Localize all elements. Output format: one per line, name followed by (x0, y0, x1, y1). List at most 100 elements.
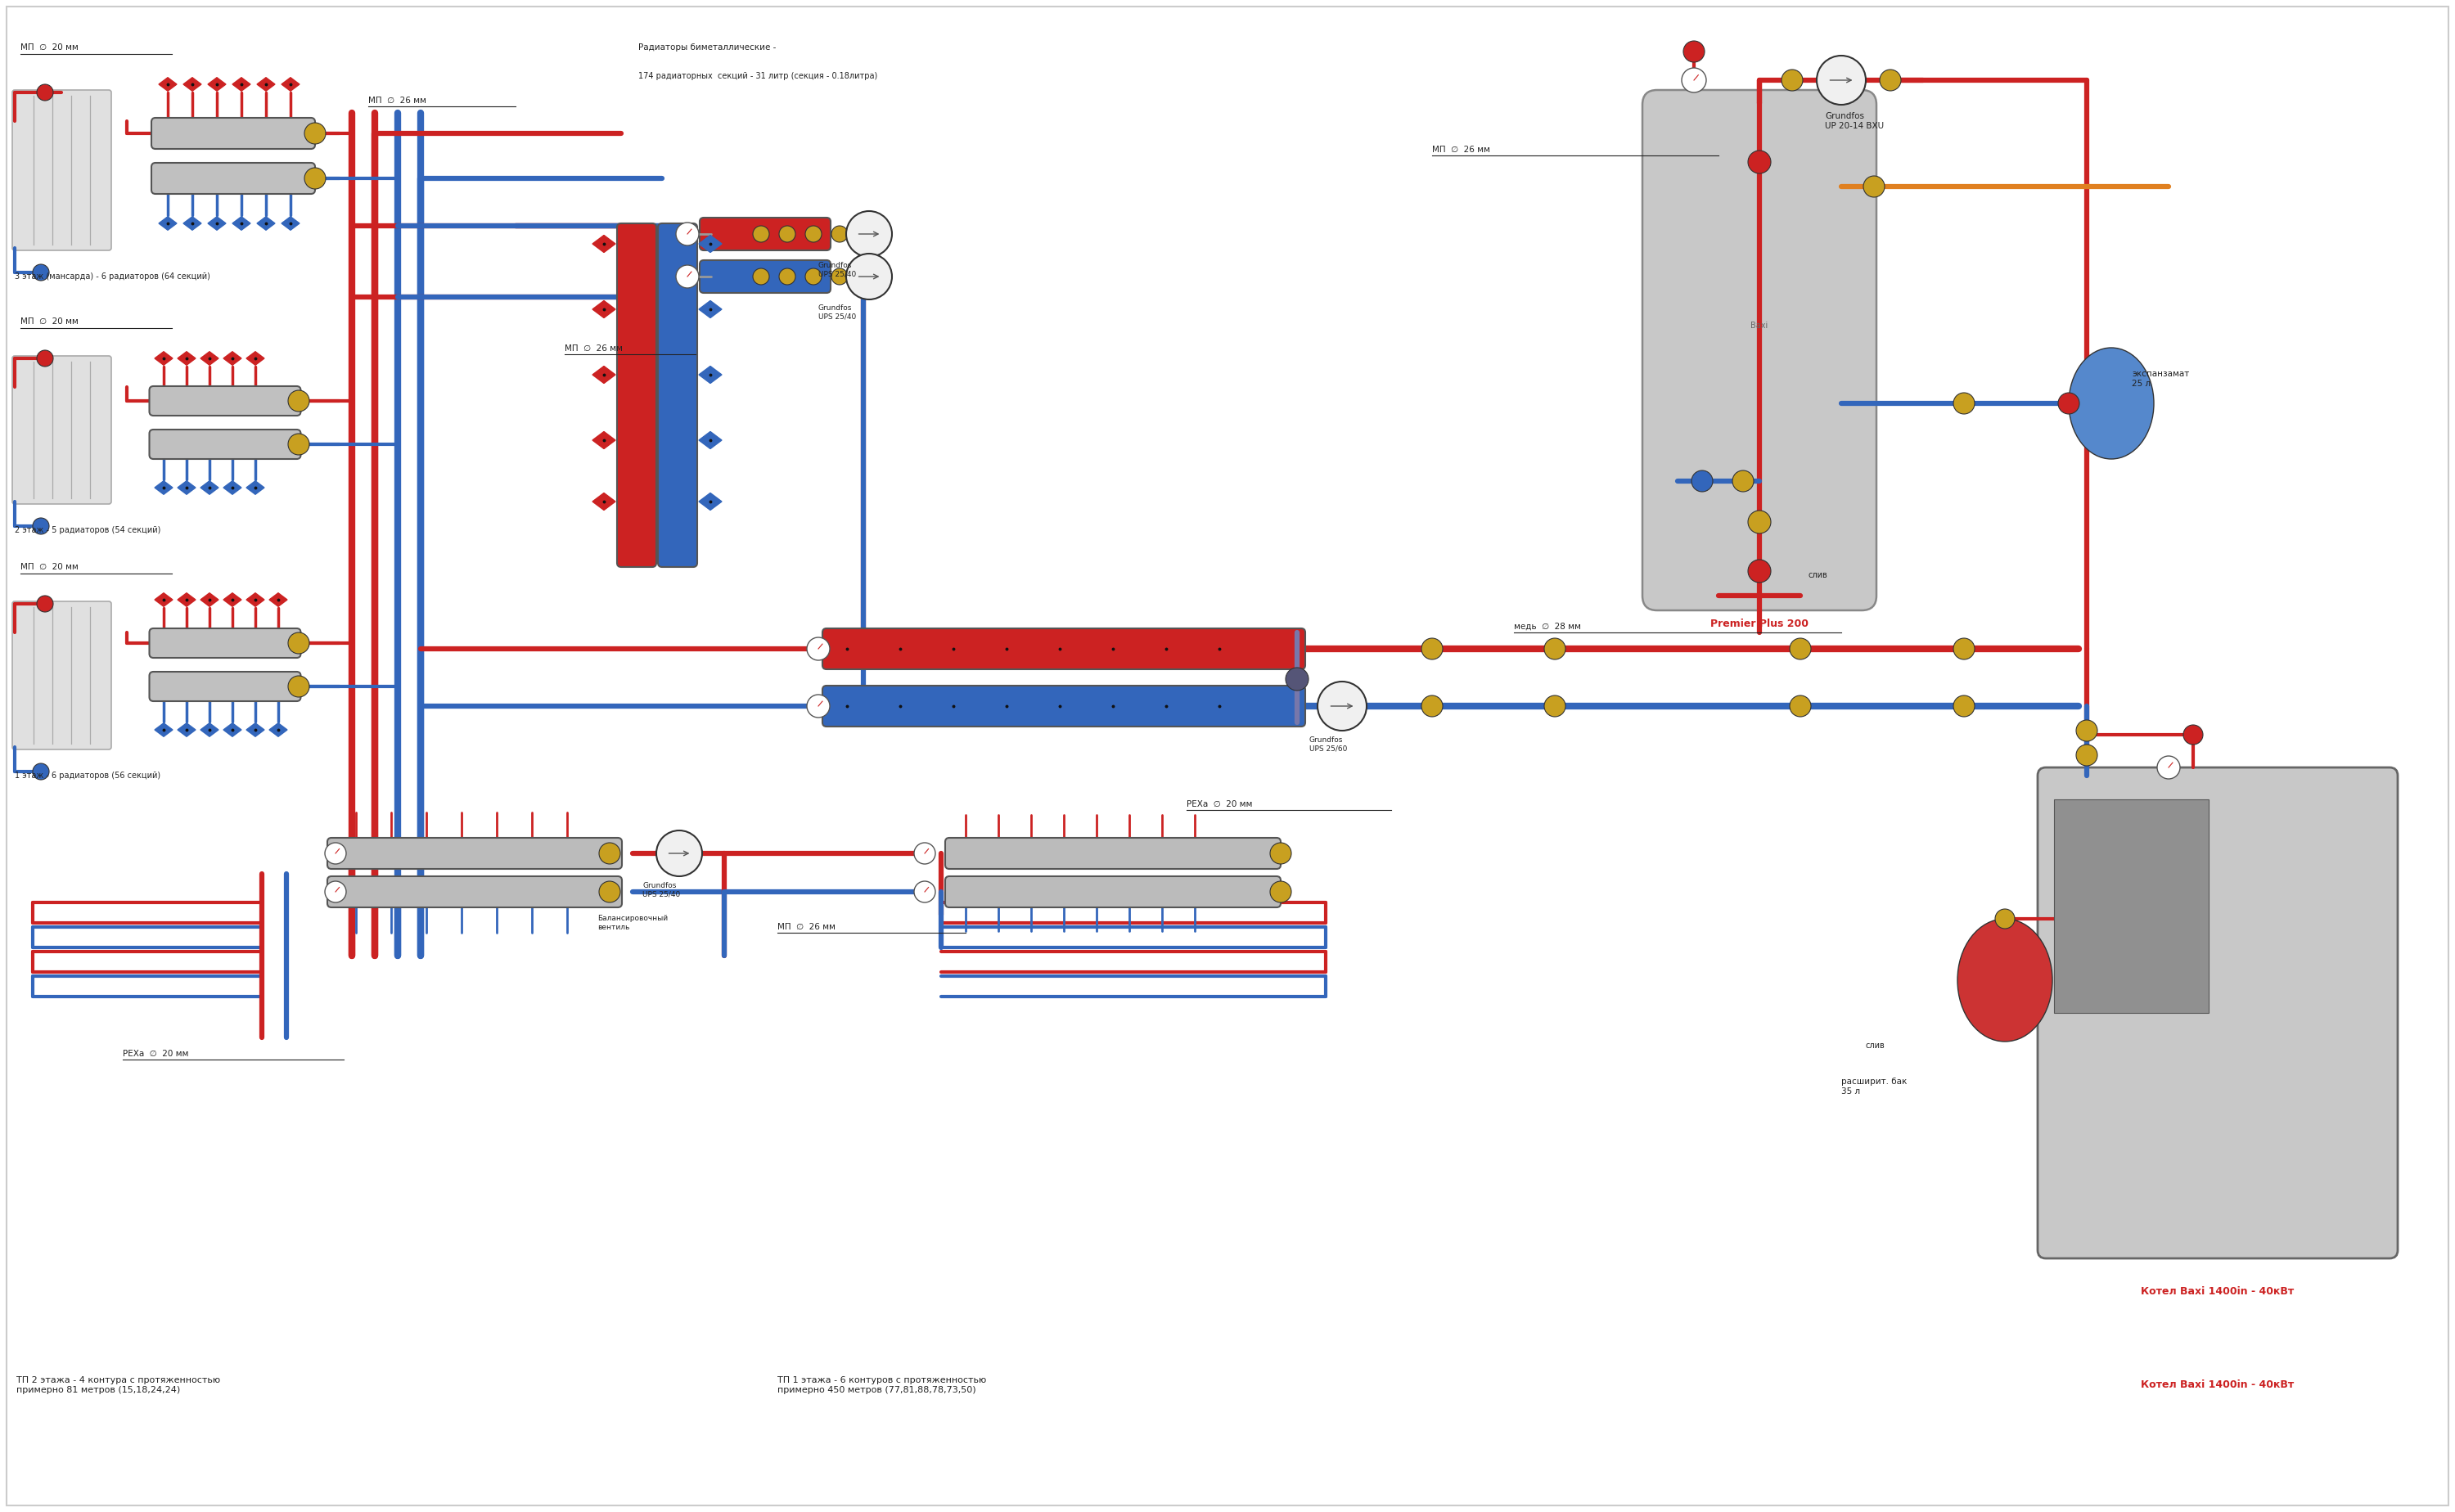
Circle shape (1790, 638, 1812, 659)
Polygon shape (604, 236, 616, 253)
Polygon shape (187, 352, 196, 364)
FancyBboxPatch shape (700, 260, 830, 293)
Polygon shape (255, 723, 265, 736)
Polygon shape (209, 723, 218, 736)
Circle shape (805, 268, 822, 284)
Polygon shape (1112, 697, 1124, 715)
FancyBboxPatch shape (12, 91, 110, 251)
Circle shape (32, 265, 49, 281)
Polygon shape (255, 352, 265, 364)
Text: МП  ∅  26 мм: МП ∅ 26 мм (565, 345, 624, 352)
Text: 3 этаж (мансарда) - 6 радиаторов (64 секций): 3 этаж (мансарда) - 6 радиаторов (64 сек… (15, 272, 211, 281)
Circle shape (2077, 744, 2097, 765)
Ellipse shape (2070, 348, 2153, 460)
Circle shape (1748, 559, 1770, 582)
Polygon shape (255, 481, 265, 494)
FancyBboxPatch shape (2038, 768, 2399, 1258)
Polygon shape (223, 481, 233, 494)
Polygon shape (709, 366, 722, 384)
FancyBboxPatch shape (822, 685, 1306, 727)
Polygon shape (1220, 640, 1230, 658)
Polygon shape (209, 216, 216, 230)
Text: РЕХа  ∅  20 мм: РЕХа ∅ 20 мм (123, 1049, 189, 1058)
Polygon shape (604, 493, 616, 510)
Polygon shape (1007, 640, 1019, 658)
Polygon shape (889, 697, 901, 715)
Polygon shape (233, 593, 241, 606)
Circle shape (37, 85, 54, 101)
FancyBboxPatch shape (152, 163, 314, 194)
Circle shape (32, 519, 49, 534)
Circle shape (1790, 696, 1812, 717)
Polygon shape (246, 593, 255, 606)
Polygon shape (216, 216, 226, 230)
Circle shape (1286, 668, 1309, 691)
Polygon shape (187, 723, 196, 736)
Polygon shape (233, 77, 241, 91)
Circle shape (1863, 175, 1885, 197)
Polygon shape (155, 352, 164, 364)
Circle shape (1748, 151, 1770, 174)
Circle shape (1691, 470, 1714, 491)
FancyBboxPatch shape (1642, 91, 1876, 611)
Polygon shape (164, 723, 172, 736)
Circle shape (304, 168, 327, 189)
Text: МП  ∅  26 мм: МП ∅ 26 мм (778, 922, 835, 931)
Polygon shape (290, 216, 300, 230)
Text: ТП 1 этажа - 6 контуров с протяженностью
примерно 450 метров (77,81,88,78,73,50): ТП 1 этажа - 6 контуров с протяженностью… (778, 1376, 987, 1394)
FancyBboxPatch shape (945, 838, 1282, 869)
Text: МП  ∅  26 мм: МП ∅ 26 мм (368, 97, 427, 104)
Text: экспанзамат
25 л: экспанзамат 25 л (2131, 370, 2190, 387)
Text: Котел Baxi 1400in - 40кВт: Котел Baxi 1400in - 40кВт (2141, 1285, 2295, 1296)
Circle shape (1782, 70, 1802, 91)
Circle shape (1682, 68, 1706, 92)
Text: Радиаторы биметаллические -: Радиаторы биметаллические - (638, 44, 776, 51)
Circle shape (1421, 696, 1444, 717)
FancyBboxPatch shape (150, 386, 300, 416)
Polygon shape (177, 352, 187, 364)
Polygon shape (709, 431, 722, 449)
Polygon shape (592, 431, 604, 449)
Circle shape (1733, 470, 1753, 491)
Polygon shape (241, 216, 250, 230)
Polygon shape (700, 431, 709, 449)
Circle shape (324, 881, 346, 903)
Polygon shape (953, 697, 965, 715)
Polygon shape (223, 723, 233, 736)
Polygon shape (201, 352, 209, 364)
Polygon shape (167, 77, 177, 91)
FancyBboxPatch shape (327, 877, 621, 907)
Polygon shape (943, 697, 953, 715)
Polygon shape (191, 77, 201, 91)
Polygon shape (1007, 697, 1019, 715)
Circle shape (754, 268, 768, 284)
Polygon shape (604, 366, 616, 384)
Text: МП  ∅  20 мм: МП ∅ 20 мм (20, 44, 79, 51)
Circle shape (1881, 70, 1900, 91)
FancyBboxPatch shape (327, 838, 621, 869)
Circle shape (1817, 56, 1866, 104)
Circle shape (1954, 393, 1974, 414)
Polygon shape (592, 493, 604, 510)
Polygon shape (709, 301, 722, 318)
Polygon shape (700, 236, 709, 253)
Polygon shape (164, 481, 172, 494)
Polygon shape (1166, 697, 1178, 715)
Circle shape (37, 596, 54, 612)
Text: 2 этаж - 5 радиаторов (54 секций): 2 этаж - 5 радиаторов (54 секций) (15, 526, 160, 534)
Polygon shape (1220, 697, 1230, 715)
Circle shape (2057, 393, 2079, 414)
Polygon shape (209, 77, 216, 91)
Text: Baxi: Baxi (1750, 322, 1768, 330)
Circle shape (1996, 909, 2016, 928)
Polygon shape (277, 723, 287, 736)
Text: ТП 2 этажа - 4 контура с протяженностью
примерно 81 метров (15,18,24,24): ТП 2 этажа - 4 контура с протяженностью … (17, 1376, 221, 1394)
Polygon shape (290, 77, 300, 91)
Polygon shape (155, 481, 164, 494)
Polygon shape (201, 593, 209, 606)
Circle shape (778, 268, 795, 284)
Polygon shape (233, 481, 241, 494)
Text: МП  ∅  26 мм: МП ∅ 26 мм (1431, 145, 1490, 154)
Ellipse shape (1957, 919, 2052, 1042)
Text: Grundfos
UPS 25/40: Grundfos UPS 25/40 (643, 881, 680, 898)
